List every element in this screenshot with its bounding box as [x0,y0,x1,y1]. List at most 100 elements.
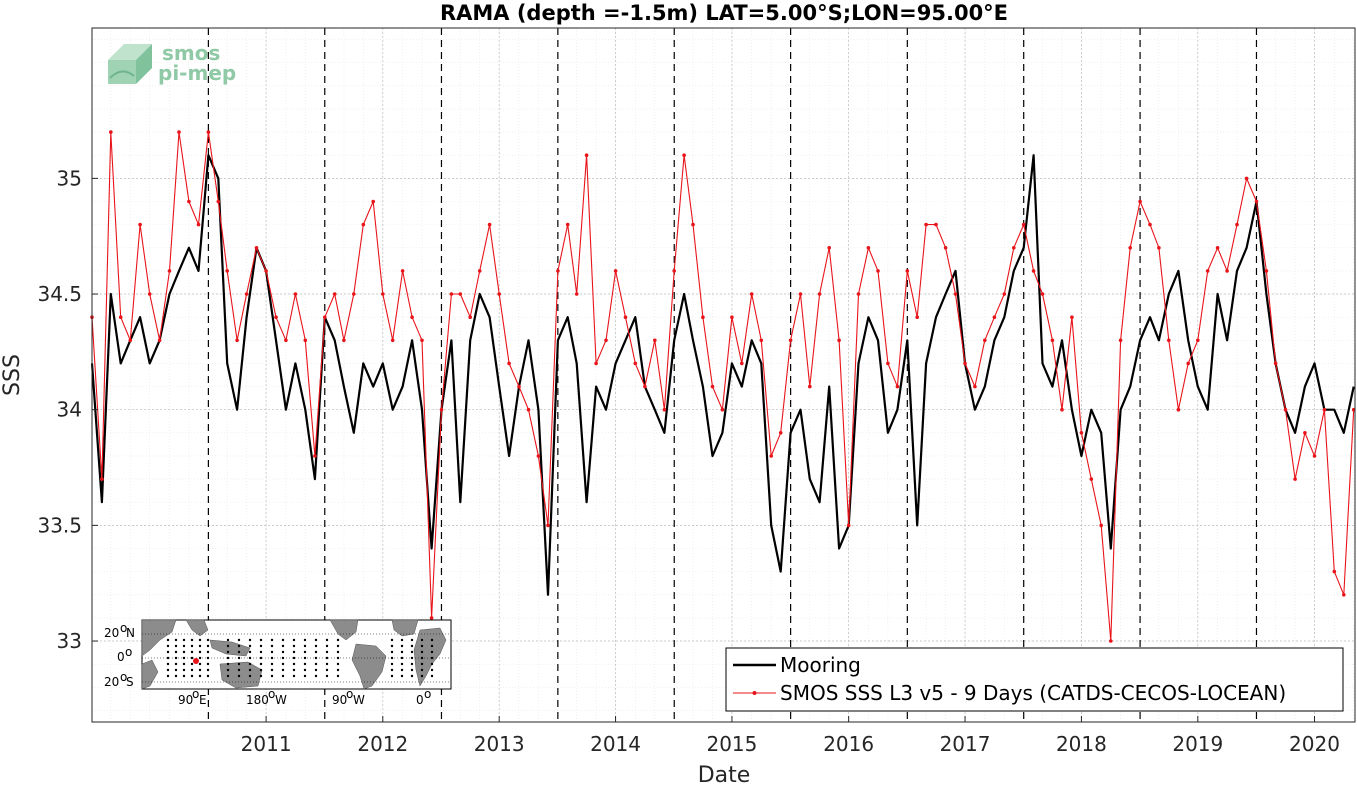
smos-data-point [536,454,541,458]
x-axis-label: Date [698,763,751,786]
smos-data-point [264,269,268,273]
smos-data-point [730,315,734,320]
smos-data-point [798,292,803,296]
smos-data-point [118,315,123,320]
inset-buoy [336,668,340,672]
smos-data-point [371,199,376,204]
inset-buoy [166,662,170,666]
inset-buoy [420,662,424,666]
inset-buoy [206,662,210,666]
smos-data-point [342,338,346,343]
inset-buoy [292,656,296,660]
inset-buoy [303,638,307,642]
smos-data-point [1060,407,1064,412]
smos-data-point [565,222,570,227]
inset-buoy [198,668,202,672]
smos-data-point [497,292,502,296]
smos-data-point [138,222,142,227]
logo-text-pimep: pi-mep [158,61,236,85]
inset-buoy [174,662,178,666]
x-tick-label: 2018 [1056,732,1107,756]
legend-swatch-smos-dot [752,691,757,695]
inset-buoy [270,674,274,678]
inset-buoy [259,638,263,642]
inset-lat-20n-hemisphere: N [126,626,135,640]
smos-data-point [1322,407,1327,412]
smos-data-point [584,153,589,157]
smos-data-point [837,338,841,343]
inset-lon-90w-hemisphere: W [353,693,365,707]
inset-buoy [420,674,424,678]
smos-data-point [1225,269,1229,273]
inset-buoy [430,656,434,660]
smos-data-point [808,384,812,389]
smos-data-point [1031,269,1036,273]
inset-lat-0-degree: o [125,645,132,659]
inset-buoy [336,638,340,642]
inset-buoy [259,644,263,648]
inset-buoy [292,674,296,678]
smos-data-point [778,431,783,435]
inset-buoy [226,650,230,654]
inset-buoy [400,674,404,678]
smos-data-point [1138,199,1142,204]
logo-mark-icon [108,44,152,84]
smos-data-point [953,292,958,296]
legend-box [725,647,1344,712]
inset-buoy [237,638,241,642]
smos-data-point [235,338,239,343]
inset-buoy [259,668,263,672]
inset-buoy [182,650,186,654]
inset-buoy [420,638,424,642]
inset-lon-90e-hemisphere: E [199,693,207,707]
smos-data-point [672,269,676,273]
inset-buoy [226,662,230,666]
smos-data-point [352,292,356,296]
inset-buoy [420,644,424,648]
x-tick-label: 2016 [823,732,874,756]
smos-data-point [517,384,521,389]
inset-buoy [281,638,285,642]
inset-buoy [410,638,414,642]
inset-lat-0: 0 [117,650,125,664]
inset-buoy [292,644,296,648]
inset-buoy [281,668,285,672]
smos-data-point [361,222,366,227]
inset-buoy [390,650,394,654]
inset-buoy [400,662,404,666]
inset-buoy [420,650,424,654]
smos-data-point [1012,246,1016,250]
smos-data-point [691,222,695,227]
inset-lon-0-degree: o [424,687,431,701]
y-tick-label: 33.5 [37,513,82,537]
smos-data-point [1109,639,1113,643]
smos-data-point [556,269,560,273]
inset-buoy [166,638,170,642]
inset-buoy [410,650,414,654]
inset-lon-90e: 90 [178,693,193,707]
inset-buoy [336,674,340,678]
inset-buoy [198,644,202,648]
inset-buoy [182,662,186,666]
smos-data-point [992,315,997,320]
smos-data-point [526,407,531,412]
inset-buoy [303,644,307,648]
smos-data-point [128,338,133,343]
inset-buoy [190,650,194,654]
smos-data-point [983,338,987,343]
smos-data-point [196,222,201,227]
smos-data-point [187,199,191,204]
smos-data-point [400,269,405,273]
smos-data-point [410,315,414,320]
smos-data-point [323,315,327,320]
y-tick-label: 33 [57,629,82,653]
smos-data-point [1050,338,1055,343]
inset-buoy [270,638,274,642]
inset-buoy [325,674,329,678]
inset-buoy [190,662,194,666]
inset-buoy [198,650,202,654]
smos-data-point [1167,338,1171,343]
x-tick-label: 2020 [1289,732,1340,756]
plot-area [90,27,1356,723]
